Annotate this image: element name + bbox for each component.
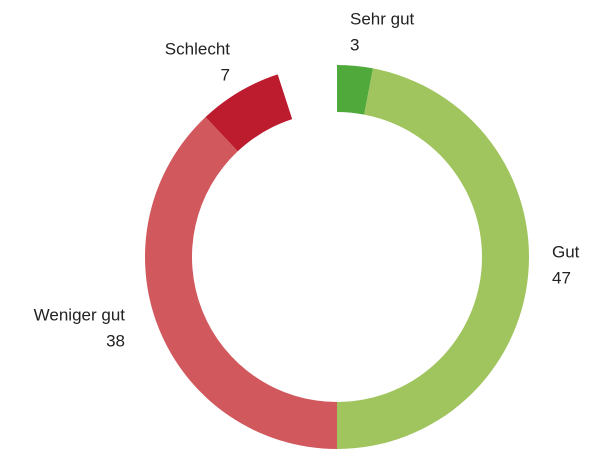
donut-segment (337, 68, 529, 449)
segment-value: 38 (106, 331, 125, 350)
segment-label: Sehr gut (350, 9, 415, 28)
segment-value: 7 (221, 65, 230, 84)
segment-label: Schlecht (165, 39, 230, 58)
donut-segment (145, 117, 337, 449)
donut-segment (337, 65, 373, 115)
segment-value: 3 (350, 35, 359, 54)
donut-segment (205, 74, 293, 152)
segment-label: Weniger gut (34, 305, 126, 324)
segment-value: 47 (552, 268, 571, 287)
segment-label: Gut (552, 242, 580, 261)
